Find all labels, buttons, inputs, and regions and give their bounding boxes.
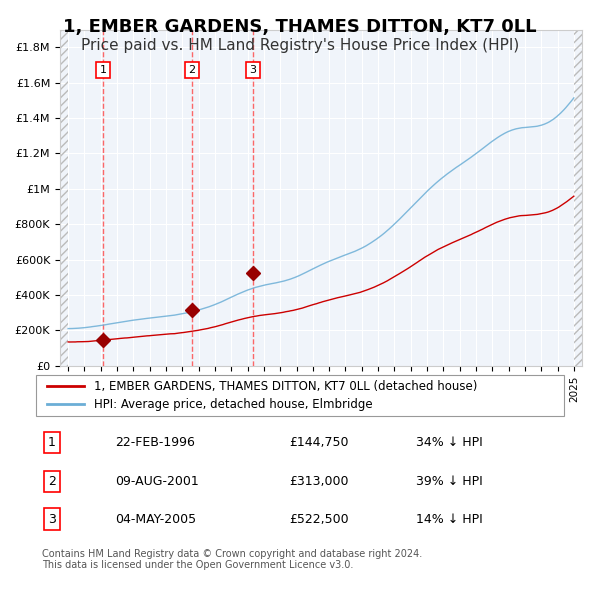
Text: 04-MAY-2005: 04-MAY-2005 [115,513,196,526]
Text: 39% ↓ HPI: 39% ↓ HPI [416,475,483,488]
Text: £144,750: £144,750 [289,436,349,449]
Text: 34% ↓ HPI: 34% ↓ HPI [416,436,483,449]
Text: £313,000: £313,000 [289,475,349,488]
Text: HPI: Average price, detached house, Elmbridge: HPI: Average price, detached house, Elmb… [94,398,373,411]
Text: 2: 2 [188,65,196,75]
Text: 09-AUG-2001: 09-AUG-2001 [115,475,199,488]
Text: 1, EMBER GARDENS, THAMES DITTON, KT7 0LL: 1, EMBER GARDENS, THAMES DITTON, KT7 0LL [63,18,537,36]
Text: 1: 1 [100,65,107,75]
Text: Price paid vs. HM Land Registry's House Price Index (HPI): Price paid vs. HM Land Registry's House … [81,38,519,53]
Text: 2: 2 [48,475,56,488]
Text: 22-FEB-1996: 22-FEB-1996 [115,436,195,449]
Text: Contains HM Land Registry data © Crown copyright and database right 2024.
This d: Contains HM Land Registry data © Crown c… [42,549,422,571]
Text: 3: 3 [48,513,56,526]
Text: £522,500: £522,500 [289,513,349,526]
Text: 3: 3 [250,65,257,75]
Text: 14% ↓ HPI: 14% ↓ HPI [416,513,483,526]
Bar [574,30,582,366]
Text: 1, EMBER GARDENS, THAMES DITTON, KT7 0LL (detached house): 1, EMBER GARDENS, THAMES DITTON, KT7 0LL… [94,380,478,393]
Bar [60,30,68,366]
FancyBboxPatch shape [36,375,564,416]
Text: 1: 1 [48,436,56,449]
